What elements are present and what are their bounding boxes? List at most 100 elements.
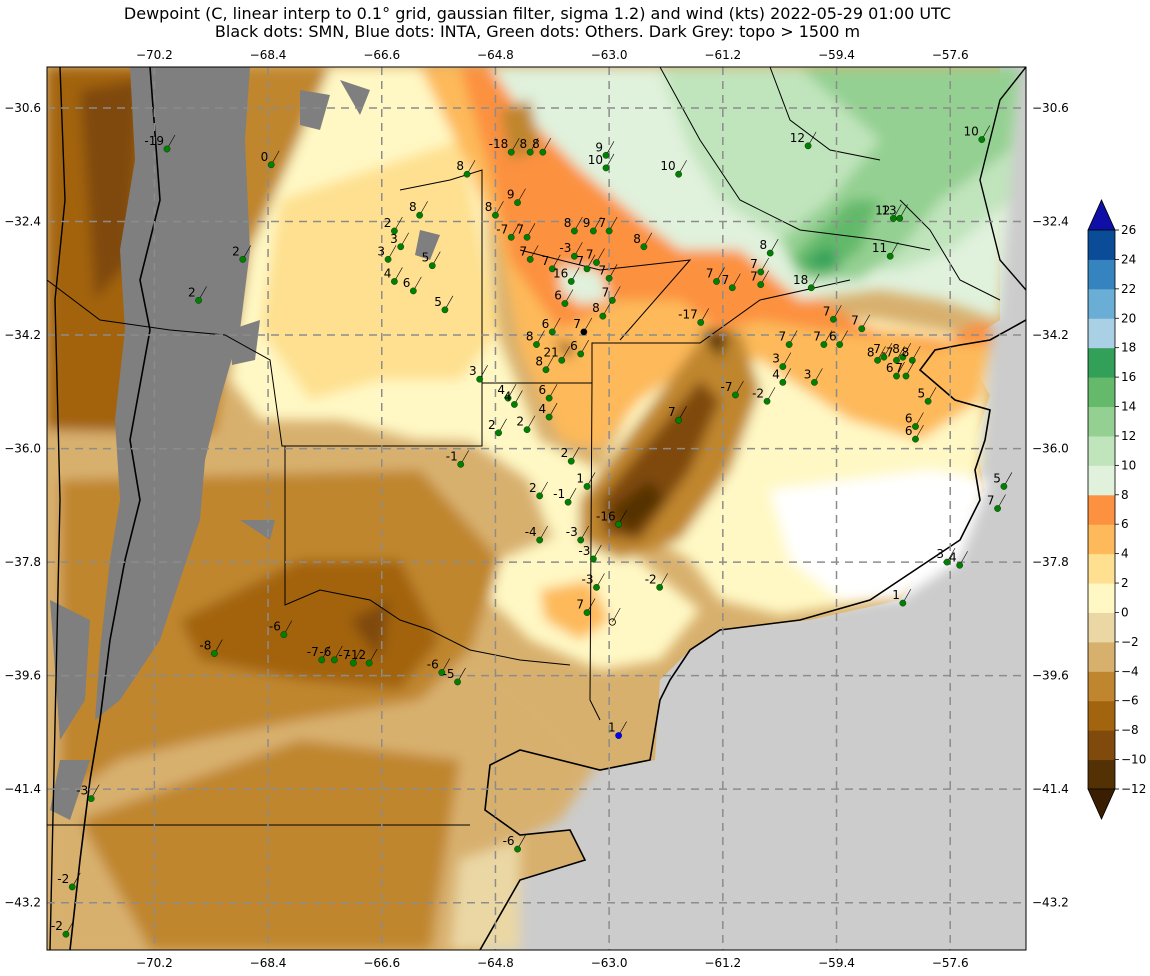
lat-tick-label-left: −36.0 — [4, 442, 41, 456]
lon-tick-label-top: −66.6 — [363, 48, 400, 62]
station-dot — [397, 243, 405, 251]
station: 4 — [497, 383, 517, 402]
lat-tick-label-left: −37.8 — [4, 555, 41, 569]
station-value-label: 7 — [598, 216, 606, 230]
station: -2 — [57, 872, 81, 891]
station-value-label: 7 — [895, 361, 903, 375]
station-dot — [902, 372, 910, 380]
station-dot — [893, 372, 900, 380]
station-dot — [438, 669, 446, 676]
station: -17 — [678, 307, 709, 326]
station-value-label: -18 — [489, 137, 509, 151]
station-value-label: 6 — [886, 361, 894, 375]
station-value-label: 7 — [823, 304, 831, 318]
station-dot — [239, 256, 247, 263]
station: 4 — [949, 550, 968, 569]
station-dot — [994, 505, 1001, 512]
station-dot — [589, 227, 597, 235]
colorbar-tick-label: 12 — [1121, 429, 1136, 443]
station-value-label: 6 — [829, 330, 837, 344]
colorbar-swatch — [1088, 671, 1115, 702]
station-dot — [675, 170, 682, 178]
station: -2 — [645, 572, 668, 591]
station: 7 — [576, 254, 596, 273]
colorbar-tick-label: −12 — [1121, 782, 1146, 796]
station-value-label: 4 — [384, 266, 392, 280]
lat-tick-label-right: −39.6 — [1032, 669, 1069, 683]
station-dot — [391, 227, 398, 235]
colorbar-swatch — [1088, 406, 1115, 437]
colorbar-swatch — [1088, 288, 1115, 319]
station-value-label: -3 — [76, 784, 88, 798]
station-value-label: 9 — [507, 188, 515, 202]
station-dot — [874, 356, 881, 364]
station-dot — [533, 341, 540, 348]
lon-tick-label-top: −63.0 — [591, 48, 628, 62]
station-value-label: 21 — [543, 345, 558, 359]
station: 7 — [598, 216, 618, 235]
station: 7 — [598, 263, 618, 282]
station-value-label: 2 — [561, 446, 569, 460]
station: 4 — [384, 266, 403, 285]
station: -6 — [319, 645, 343, 664]
station-value-label: 1 — [608, 721, 616, 735]
lon-tick-label-bottom: −70.2 — [136, 956, 173, 970]
station-value-label: 10 — [588, 153, 603, 167]
station: 7 — [542, 254, 561, 273]
station-value-label: -12 — [347, 648, 367, 662]
colorbar-tick-label: −10 — [1121, 753, 1146, 767]
station: -6 — [269, 620, 293, 638]
station: 2 — [232, 244, 252, 263]
station-dot — [62, 930, 70, 938]
station-value-label: 2 — [384, 216, 392, 230]
station-dot — [820, 341, 828, 348]
station-value-label: 7 — [779, 330, 787, 344]
station-value-label: -2 — [752, 386, 764, 400]
station: 7 — [516, 222, 536, 241]
station-dot — [476, 375, 484, 383]
lat-tick-label-left: −30.6 — [4, 101, 41, 115]
station: 0 — [261, 150, 280, 169]
map-field — [47, 67, 1026, 950]
station-value-label: 5 — [993, 471, 1001, 485]
station-dot — [615, 732, 622, 739]
lon-tick-label-bottom: −61.2 — [704, 956, 741, 970]
colorbar-tick-label: −2 — [1121, 635, 1139, 649]
station-value-label: 7 — [813, 330, 821, 344]
station-value-label: 8 — [760, 238, 768, 252]
lon-tick-label-bottom: −68.4 — [250, 956, 287, 970]
station: 7 — [823, 304, 842, 323]
station-value-label: -7 — [496, 222, 508, 236]
colorbar-tick-label: 24 — [1121, 252, 1136, 266]
station-value-label: 6 — [403, 276, 411, 290]
station: 2 — [488, 418, 507, 437]
station: -6 — [427, 657, 451, 676]
station-dot — [880, 353, 888, 361]
station-dot — [608, 297, 616, 304]
station-value-label: 6 — [538, 383, 546, 397]
station: 13 — [881, 203, 908, 222]
station-dot — [211, 650, 218, 657]
station-value-label: 8 — [867, 345, 875, 359]
station: -16 — [596, 509, 627, 528]
station-dot — [779, 363, 787, 370]
station-dot — [536, 492, 544, 500]
station: 8 — [892, 342, 912, 361]
station-value-label: 4 — [497, 383, 505, 397]
station: 3 — [469, 364, 488, 383]
station: 7 — [722, 273, 741, 292]
station-value-label: -3 — [566, 525, 578, 539]
station-dot — [561, 300, 569, 307]
station-value-label: 7 — [750, 270, 758, 284]
station: 5 — [993, 471, 1013, 490]
station: 4 — [504, 389, 523, 408]
station-value-label: 7 — [706, 266, 714, 280]
station-value-label: -3 — [578, 544, 590, 558]
station: 7 — [873, 342, 893, 361]
station-dot — [331, 656, 338, 664]
station-dot — [830, 315, 837, 323]
station: 7 — [895, 361, 915, 380]
station-dot — [593, 259, 600, 266]
station-value-label: 7 — [576, 254, 584, 268]
